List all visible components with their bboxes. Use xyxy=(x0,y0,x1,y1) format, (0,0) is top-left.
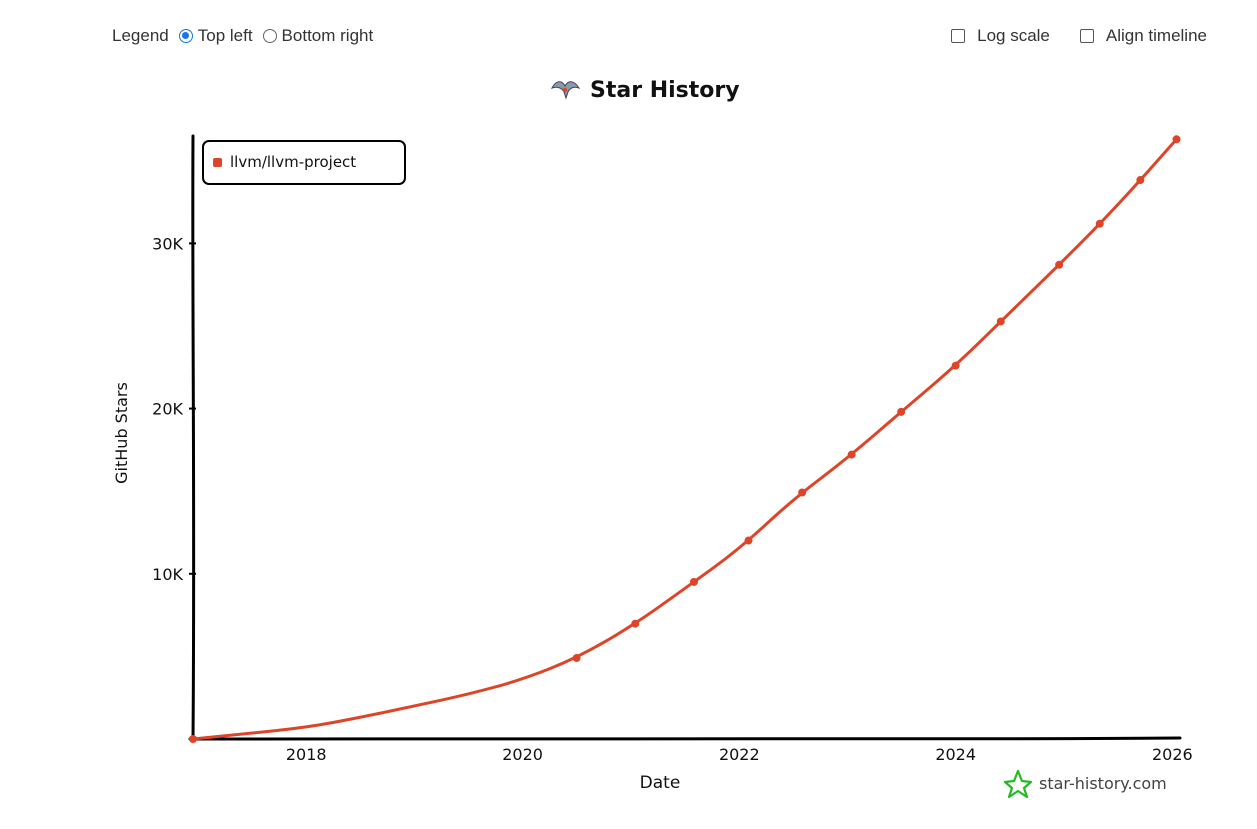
x-tick-label: 2020 xyxy=(502,745,543,764)
series-point xyxy=(1172,135,1181,144)
series-point xyxy=(996,317,1005,326)
y-ticks: 10K 20K 30K xyxy=(152,234,196,584)
axes xyxy=(188,134,1182,742)
x-axis-label: Date xyxy=(640,773,681,793)
align-timeline-label: Align timeline xyxy=(1105,26,1207,45)
x-tick-label: 2022 xyxy=(719,745,760,764)
legend-position-control: Legend Top left Bottom right xyxy=(112,26,373,46)
legend-top-left-label: Top left xyxy=(197,26,253,45)
y-axis-label: GitHub Stars xyxy=(112,382,131,484)
align-timeline-checkbox[interactable] xyxy=(1079,29,1094,43)
log-scale-option[interactable]: Log scale xyxy=(951,26,1050,46)
series-point xyxy=(689,577,698,586)
x-tick-label: 2024 xyxy=(935,745,976,764)
series-point xyxy=(189,735,197,743)
legend-bottom-right-label: Bottom right xyxy=(281,26,374,45)
x-axis-line xyxy=(188,736,1182,741)
chart-controls: Legend Top left Bottom right Log scale A… xyxy=(0,26,1257,52)
chart-title: Star History xyxy=(590,78,740,103)
series-point xyxy=(631,619,640,628)
legend-top-left-option[interactable]: Top left xyxy=(178,26,253,46)
series-point xyxy=(897,407,906,416)
y-axis-line xyxy=(191,134,196,742)
series-point xyxy=(847,450,856,459)
legend-box xyxy=(202,140,406,185)
series-line xyxy=(191,137,1179,741)
series-point xyxy=(744,536,753,545)
watermark-star-icon xyxy=(1003,769,1033,799)
chart-options: Log scale Align timeline xyxy=(951,26,1207,46)
log-scale-label: Log scale xyxy=(977,26,1050,45)
series-point xyxy=(951,361,960,370)
align-timeline-option[interactable]: Align timeline xyxy=(1079,26,1207,46)
y-tick-label: 30K xyxy=(152,234,183,253)
legend-label: Legend xyxy=(112,26,169,45)
watermark: star-history.com xyxy=(1003,769,1167,799)
watermark-text: star-history.com xyxy=(1039,774,1167,793)
series-point xyxy=(572,654,581,663)
series-point xyxy=(798,488,807,497)
x-tick-label: 2026 xyxy=(1152,745,1193,764)
legend-bottom-right-radio[interactable] xyxy=(262,29,277,43)
x-tick-label: 2018 xyxy=(286,745,327,764)
legend: llvm/llvm-project xyxy=(202,140,406,185)
log-scale-checkbox[interactable] xyxy=(951,29,966,43)
legend-bottom-right-option[interactable]: Bottom right xyxy=(262,26,374,46)
legend-top-left-radio[interactable] xyxy=(178,29,193,43)
series-point xyxy=(1136,176,1145,185)
y-tick-label: 20K xyxy=(152,400,183,419)
star-history-logo-icon xyxy=(550,81,581,100)
series-layer xyxy=(189,135,1181,743)
legend-entry-label: llvm/llvm-project xyxy=(230,153,356,171)
chart-title-group: Star History xyxy=(550,78,740,103)
x-ticks: 2018 2020 2022 2024 2026 xyxy=(286,745,1193,764)
legend-swatch xyxy=(213,158,222,167)
y-tick-label: 10K xyxy=(152,565,183,584)
series-point xyxy=(1095,219,1104,228)
series-point xyxy=(1055,260,1064,269)
